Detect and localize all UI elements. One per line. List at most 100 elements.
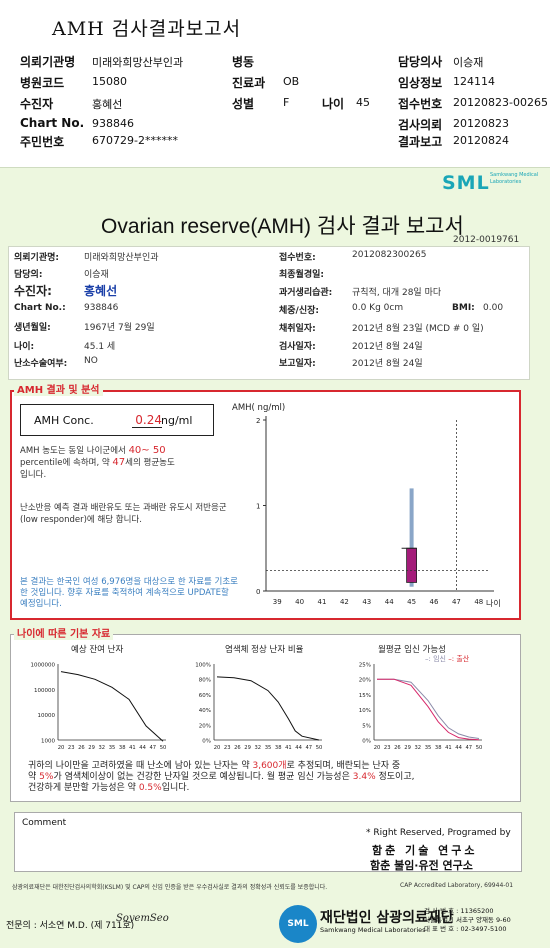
percentile-text-2: percentile에 속하며, 약 <box>20 458 110 468</box>
header-v1-3: 938846 <box>92 117 134 130</box>
age-summary-text: 귀하의 나이만을 고려하였을 때 난소에 남아 있는 난자는 약 3,600개로… <box>28 761 512 794</box>
header-label-0: 의뢰기관명 <box>20 55 76 69</box>
ratio-chart-x-tick-label: 50 <box>316 745 323 751</box>
amh-conc-value: 0.24 <box>132 413 162 428</box>
pregnancy-chance-title: 월평균 임신 가능성 <box>378 645 446 655</box>
contact-phone: 대 표 번 호 : 02-3497-5100 <box>424 925 507 933</box>
header-value-2: 20120823-00265 <box>453 96 548 109</box>
ratio-chart-x-tick-label: 20 <box>214 745 221 751</box>
info-right-value-4: 2012년 8월 23일 (MCD # 0 일) <box>352 324 484 334</box>
ratio-chart-y-tick-label: 0% <box>202 739 211 745</box>
ratio-chart-x-tick-label: 29 <box>244 745 251 751</box>
header-label-1: 임상정보 <box>398 76 443 90</box>
header-value-4: 670729-2****** <box>92 134 178 147</box>
foundation-name: 재단법인 삼광의료재단 <box>320 910 454 926</box>
amh-chart-y-tick-label: 2 <box>256 417 260 425</box>
ratio-chart-x-tick-label: 35 <box>265 745 272 751</box>
header-label-0: 담당의사 <box>398 55 443 69</box>
header-l1-4: 주민번호 <box>20 133 64 150</box>
info-left-label-3: Chart No.: <box>14 303 66 313</box>
info-left-value-3: 938846 <box>84 303 119 313</box>
page-title: AMH 검사결과보고서 <box>52 18 242 40</box>
info-left-label-4: 생년월일: <box>14 323 51 333</box>
header-label-2: 접수번호 <box>398 97 443 111</box>
amh-section-label: AMH 결과 및 분석 <box>14 381 103 396</box>
header-l1-2: 수진자 <box>20 95 53 112</box>
percentile-text-3: 세의 평균농도 <box>125 458 175 468</box>
info-right-label-6: 보고일자: <box>279 359 316 369</box>
header-v3-3: 20120823 <box>453 117 509 130</box>
header-value-3: 20120823 <box>453 117 509 130</box>
pregnancy-chart-y-tick-label: 15% <box>359 693 371 699</box>
header-label-1: 병원코드 <box>20 76 65 90</box>
pregnancy-chart-x-tick-label: 35 <box>425 745 432 751</box>
eggs-chart-x-tick-label: 35 <box>109 745 116 751</box>
pregnancy-chart-line-1 <box>377 678 480 741</box>
ratio-chart-y-tick-label: 40% <box>199 708 211 714</box>
ratio-chart-x-tick-label: 23 <box>224 745 231 751</box>
pregnancy-chart-x-tick-label: 20 <box>374 745 381 751</box>
amh-chart-x-tick-label: 48 <box>474 598 483 606</box>
ratio-chart-y-tick-label: 100% <box>195 663 211 669</box>
info-left-value-4: 1967년 7월 29일 <box>84 323 155 333</box>
summary-text-2: 로 추정되며, 배란되는 난자 중 <box>286 761 401 771</box>
info-left-label-5: 나이: <box>14 342 35 352</box>
pregnancy-chart-x-tick-label: 50 <box>476 745 483 751</box>
eggs-chart-x-tick-label: 38 <box>119 745 126 751</box>
tech-institute: 함춘 기술 연구소 <box>372 844 478 857</box>
summary-text-3: 약 <box>28 772 37 782</box>
header-l1-0: 의뢰기관명 <box>20 53 75 70</box>
amh-chart-x-tick-label: 41 <box>318 598 327 606</box>
header-l2-2: 성별 <box>232 95 254 112</box>
amh-conc-box <box>20 404 214 436</box>
header-v3-0: 이승재 <box>453 54 483 70</box>
patient-info-panel <box>8 246 530 380</box>
eggs-chart-x-tick-label: 44 <box>139 745 146 751</box>
bmi-label: BMI: <box>452 303 475 313</box>
header-l2-0: 병동 <box>232 53 254 70</box>
header-v3-4: 20120824 <box>453 134 509 147</box>
ratio-chart-x-tick-label: 44 <box>295 745 302 751</box>
ratio-chart-y-tick-label: 60% <box>199 693 211 699</box>
header-value-2: F <box>283 96 290 109</box>
ratio-chart-y-tick-label: 80% <box>199 678 211 684</box>
report-number: 2012-0019761 <box>453 235 520 245</box>
percentile-text: AMH 농도는 동일 나이군에서 40~ 50 percentile에 속하며,… <box>20 445 232 481</box>
info-left-value-5: 45.1 세 <box>84 342 116 352</box>
summary-eggs: 3,600개 <box>252 761 287 771</box>
pregnancy-chart-y-tick-label: 20% <box>359 678 371 684</box>
header-label-2: 수진자 <box>20 97 54 111</box>
info-right-value-6: 2012년 8월 24일 <box>352 359 423 369</box>
header-l2-1: 진료과 <box>232 74 265 91</box>
info-left-label-2: 수진자: <box>14 284 52 298</box>
pregnancy-chance-chart: 25% 20% 15% 10% 5% 0%20 23 26 29 32 35 38 41 44 47 50 <box>359 663 483 752</box>
contact-address: 서울특별시 서초구 양재동 9-60 <box>424 916 511 924</box>
eggs-chart-line <box>60 671 164 742</box>
summary-text-1: 귀하의 나이만을 고려하였을 때 난소에 남아 있는 난자는 약 <box>28 761 250 771</box>
amh-chart-x-tick-label: 42 <box>340 598 349 606</box>
info-left-value-1: 이승재 <box>84 270 109 280</box>
eggs-chart-x-tick-label: 26 <box>78 745 85 751</box>
normal-egg-ratio-title: 염색체 정상 난자 비율 <box>225 645 304 655</box>
header-l3-1: 임상정보 <box>398 74 442 91</box>
pregnancy-chart-x-tick-label: 38 <box>435 745 442 751</box>
amh-conc-label: AMH Conc. <box>34 414 94 427</box>
summary-text-6: 건강하게 분만할 가능성은 약 <box>28 783 136 793</box>
header-l1-3: Chart No. <box>20 116 84 130</box>
header-v1-4: 670729-2****** <box>92 134 178 147</box>
eggs-chart-y-tick-label: 1000000 <box>31 663 56 669</box>
ratio-chart-x-tick-label: 38 <box>275 745 282 751</box>
info-right-label-1: 최종월경일: <box>279 270 324 280</box>
legend-pregnancy: 임신 <box>433 655 446 663</box>
pregnancy-chart-y-tick-label: 0% <box>362 739 371 745</box>
info-right-value-0: 2012082300265 <box>352 250 427 260</box>
header-v2-2: F <box>283 96 289 109</box>
header-l3-2: 접수번호 <box>398 95 442 112</box>
info-right-value-3: 0.0 Kg 0cm <box>352 303 404 313</box>
foundation-name-en: Samkwang Medical Laboratories <box>320 926 426 934</box>
header-v2b-2: 45 <box>356 96 370 109</box>
eggs-chart-x-tick-label: 20 <box>58 745 65 751</box>
header-label-0: 병동 <box>232 55 255 69</box>
ratio-chart-x-tick-label: 47 <box>305 745 312 751</box>
